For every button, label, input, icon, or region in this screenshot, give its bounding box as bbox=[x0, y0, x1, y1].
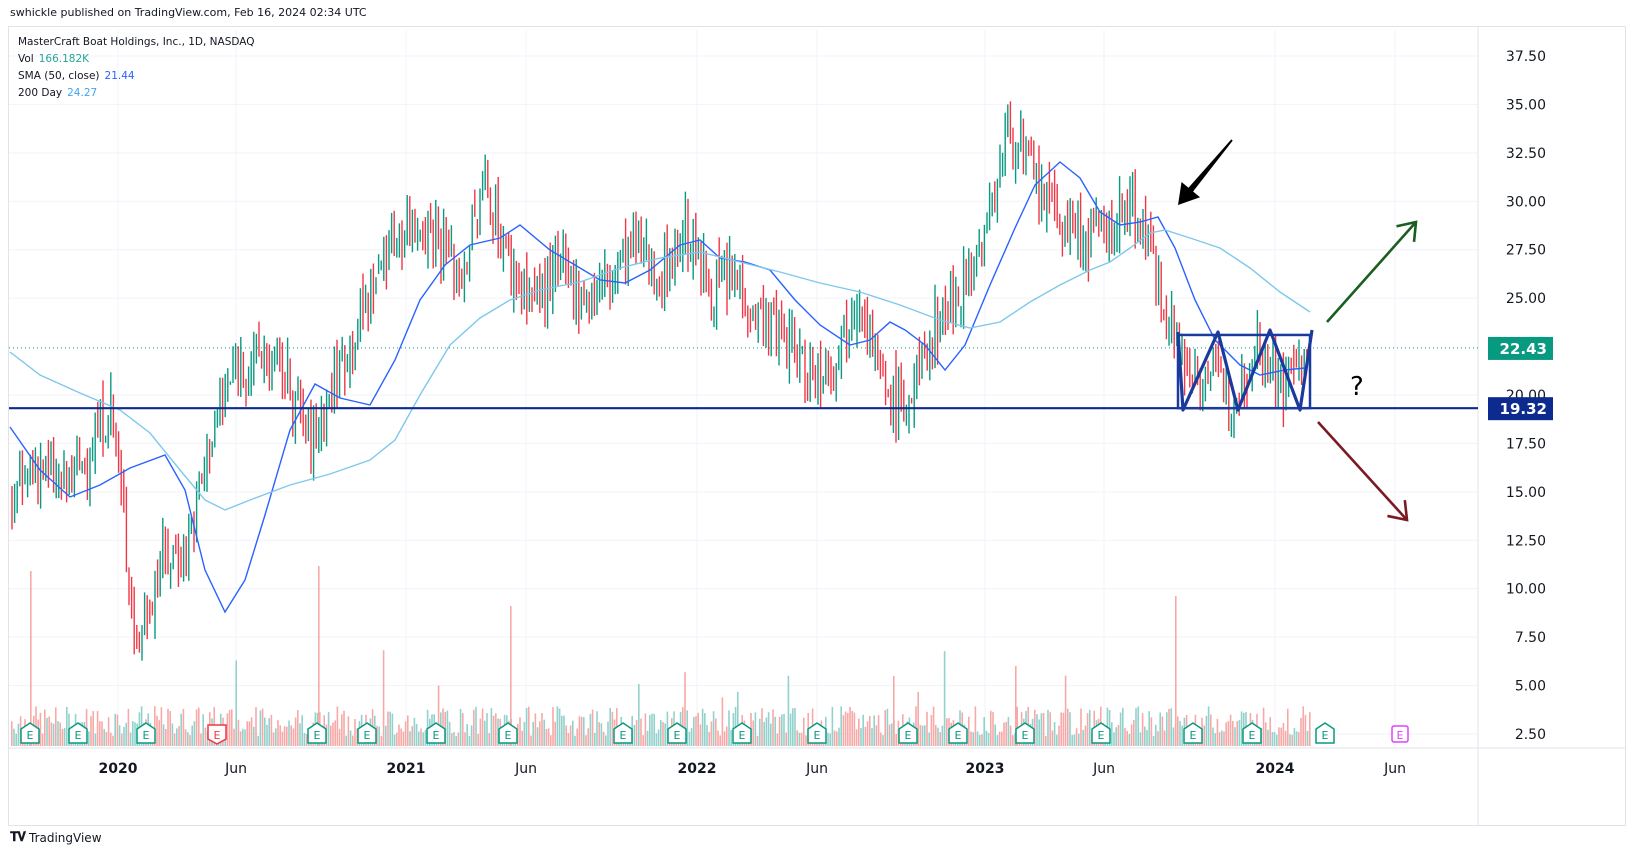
brand-name[interactable]: TradingView bbox=[29, 830, 102, 845]
support-price-tag: 19.32 bbox=[1488, 397, 1553, 421]
earnings-marker-icon[interactable]: E bbox=[898, 722, 918, 744]
question-mark-label[interactable]: ? bbox=[1350, 372, 1364, 402]
earnings-marker-icon[interactable]: E bbox=[426, 722, 446, 744]
footer-brand: 𝐓𝐕 TradingView bbox=[10, 830, 102, 845]
earnings-marker-icon[interactable]: E bbox=[136, 722, 156, 744]
svg-text:E: E bbox=[143, 729, 150, 742]
chart-legend: MasterCraft Boat Holdings, Inc., 1D, NAS… bbox=[18, 34, 255, 102]
y-tick-label: 32.50 bbox=[1506, 146, 1546, 162]
x-tick-label: Jun bbox=[805, 761, 828, 777]
earnings-marker-icon[interactable]: E bbox=[732, 722, 752, 744]
earnings-marker-icon[interactable]: E bbox=[68, 722, 88, 744]
x-tick-label: Jun bbox=[1092, 761, 1115, 777]
legend-volume[interactable]: Vol 166.182K bbox=[18, 51, 255, 68]
x-tick-label: 2022 bbox=[678, 761, 717, 777]
svg-text:E: E bbox=[1249, 729, 1256, 742]
chart-frame bbox=[8, 26, 1626, 826]
x-axis[interactable]: 2020 Jun 2021 Jun 2022 Jun 2023 Jun 2024 Jun bbox=[99, 761, 1406, 777]
y-tick-label: 7.50 bbox=[1515, 630, 1546, 646]
drawings[interactable]: ? bbox=[9, 139, 1478, 522]
earnings-marker-icon[interactable]: E bbox=[667, 722, 687, 744]
svg-text:E: E bbox=[1397, 729, 1404, 742]
earnings-marker-icon[interactable]: E bbox=[1091, 722, 1111, 744]
y-tick-label: 37.50 bbox=[1506, 49, 1546, 65]
last-price-tag: 22.43 bbox=[1488, 336, 1553, 360]
y-tick-label: 2.50 bbox=[1515, 727, 1546, 743]
y-axis[interactable]: 37.5035.0032.5030.0027.5025.0020.0017.50… bbox=[1506, 49, 1546, 743]
svg-text:E: E bbox=[1322, 729, 1329, 742]
range-rectangle[interactable] bbox=[1176, 333, 1312, 410]
breakout-up-arrow-icon[interactable] bbox=[1326, 220, 1418, 323]
svg-text:E: E bbox=[433, 729, 440, 742]
legend-sma50[interactable]: SMA (50, close) 21.44 bbox=[18, 68, 255, 85]
y-tick-label: 35.00 bbox=[1506, 97, 1546, 113]
zigzag-pattern[interactable] bbox=[1176, 328, 1314, 412]
y-tick-label: 30.00 bbox=[1506, 194, 1546, 210]
earnings-marker-icon[interactable]: E bbox=[613, 722, 633, 744]
y-tick-label: 5.00 bbox=[1515, 679, 1546, 695]
x-tick-label: Jun bbox=[1383, 761, 1406, 777]
svg-text:E: E bbox=[1190, 729, 1197, 742]
svg-text:E: E bbox=[75, 729, 82, 742]
y-tick-label: 15.00 bbox=[1506, 485, 1546, 501]
sma50-value: 21.44 bbox=[104, 70, 135, 82]
x-tick-label: 2023 bbox=[966, 761, 1005, 777]
svg-text:E: E bbox=[364, 729, 371, 742]
earnings-marker-icon[interactable]: E bbox=[307, 722, 327, 744]
earnings-marker-icon[interactable]: E bbox=[807, 722, 827, 744]
y-tick-label: 17.50 bbox=[1506, 436, 1546, 452]
svg-text:E: E bbox=[955, 729, 962, 742]
published-byline: swhickle published on TradingView.com, F… bbox=[10, 6, 367, 19]
svg-text:E: E bbox=[739, 729, 746, 742]
svg-text:E: E bbox=[905, 729, 912, 742]
svg-text:E: E bbox=[214, 729, 221, 742]
svg-text:E: E bbox=[505, 729, 512, 742]
pointer-arrow-icon[interactable] bbox=[1178, 139, 1233, 205]
y-tick-label: 27.50 bbox=[1506, 243, 1546, 259]
legend-symbol-title[interactable]: MasterCraft Boat Holdings, Inc., 1D, NAS… bbox=[18, 36, 255, 48]
earnings-marker-icon[interactable]: E bbox=[207, 724, 227, 745]
svg-text:E: E bbox=[1022, 729, 1029, 742]
x-tick-label: 2024 bbox=[1256, 761, 1295, 777]
svg-text:E: E bbox=[674, 729, 681, 742]
svg-text:E: E bbox=[814, 729, 821, 742]
volume-value: 166.182K bbox=[38, 53, 90, 65]
x-tick-label: Jun bbox=[224, 761, 247, 777]
earnings-marker-icon[interactable]: E bbox=[498, 722, 518, 744]
ma200-value: 24.27 bbox=[67, 87, 98, 99]
svg-text:22.43: 22.43 bbox=[1500, 340, 1547, 358]
svg-text:E: E bbox=[1098, 729, 1105, 742]
earnings-marker-icon[interactable]: E bbox=[1183, 722, 1203, 744]
x-tick-label: 2020 bbox=[99, 761, 138, 777]
grid bbox=[9, 30, 1478, 748]
ma200-label: 200 Day bbox=[18, 87, 63, 99]
ma200-line bbox=[9, 229, 1311, 511]
earnings-marker-icon[interactable]: E bbox=[1015, 722, 1035, 744]
breakdown-down-arrow-icon[interactable] bbox=[1317, 421, 1409, 522]
svg-text:E: E bbox=[620, 729, 627, 742]
x-tick-label: 2021 bbox=[387, 761, 426, 777]
earnings-marker-icon[interactable]: E bbox=[20, 722, 40, 744]
earnings-marker-icon[interactable]: E bbox=[1315, 722, 1335, 744]
svg-text:19.32: 19.32 bbox=[1500, 400, 1547, 418]
sma50-label: SMA (50, close) bbox=[18, 70, 100, 82]
svg-text:E: E bbox=[27, 729, 34, 742]
sma50-line bbox=[9, 161, 1306, 614]
y-tick-label: 12.50 bbox=[1506, 533, 1546, 549]
tradingview-logo-icon: 𝐓𝐕 bbox=[10, 830, 26, 845]
earnings-marker-icon[interactable]: E bbox=[1242, 722, 1262, 744]
earnings-marker-icon[interactable]: E bbox=[1391, 725, 1409, 743]
y-tick-label: 25.00 bbox=[1506, 291, 1546, 307]
svg-text:E: E bbox=[314, 729, 321, 742]
legend-ma200[interactable]: 200 Day 24.27 bbox=[18, 85, 255, 102]
volume-histogram bbox=[11, 566, 1311, 746]
candlesticks bbox=[11, 101, 1308, 661]
earnings-marker-icon[interactable]: E bbox=[357, 722, 377, 744]
y-tick-label: 10.00 bbox=[1506, 582, 1546, 598]
volume-label: Vol bbox=[18, 53, 34, 65]
x-tick-label: Jun bbox=[514, 761, 537, 777]
earnings-marker-icon[interactable]: E bbox=[948, 722, 968, 744]
